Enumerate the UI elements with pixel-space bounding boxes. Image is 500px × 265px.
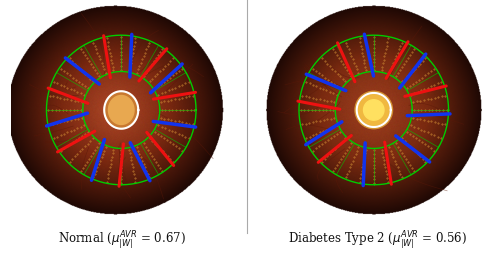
Text: Normal ($\mu_{|W|}^{AVR}$ = 0.67): Normal ($\mu_{|W|}^{AVR}$ = 0.67) bbox=[58, 230, 186, 252]
Ellipse shape bbox=[108, 95, 134, 125]
Ellipse shape bbox=[364, 100, 384, 120]
Ellipse shape bbox=[104, 91, 138, 129]
Ellipse shape bbox=[355, 91, 393, 129]
Text: Diabetes Type 2 ($\mu_{|W|}^{AVR}$ = 0.56): Diabetes Type 2 ($\mu_{|W|}^{AVR}$ = 0.5… bbox=[288, 230, 467, 252]
Ellipse shape bbox=[358, 95, 389, 125]
